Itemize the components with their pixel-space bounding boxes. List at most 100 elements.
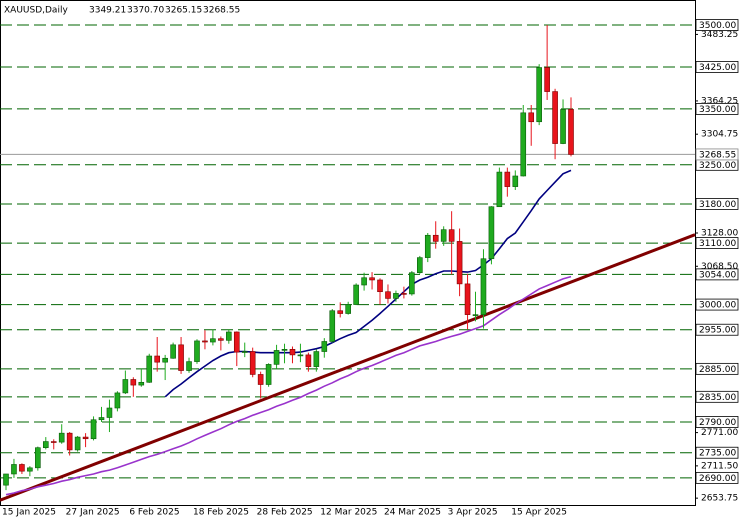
candle-body	[106, 407, 113, 418]
level-label-box	[695, 446, 739, 459]
plot-frame	[0, 0, 696, 506]
candle-body	[361, 277, 367, 286]
y-tick-label: 3304.75	[701, 130, 738, 140]
candle-body	[456, 241, 463, 285]
candle-body	[11, 464, 17, 475]
candle-body	[480, 258, 487, 315]
open-value: 3349.21	[89, 6, 126, 16]
candle-body	[35, 447, 41, 469]
candle-body	[337, 310, 344, 314]
candle-body	[345, 304, 351, 314]
candle-body	[114, 392, 121, 409]
level-label-box	[695, 61, 739, 73]
candle-body	[90, 419, 97, 440]
candle-body	[74, 436, 81, 451]
moving-average	[5, 275, 572, 496]
candle-body	[552, 91, 558, 144]
candle-body	[98, 417, 105, 421]
level-label: 3500.00	[699, 21, 736, 31]
candle-body	[66, 432, 73, 451]
candle-body	[210, 338, 216, 343]
candle-body	[249, 351, 256, 375]
y-tick-label: 3068.50	[701, 262, 738, 272]
x-tick-label: 12 Mar 2025	[320, 508, 377, 518]
y-tick-label: 2711.50	[701, 461, 738, 471]
candle-body	[3, 473, 9, 486]
level-label: 3000.00	[699, 301, 736, 311]
candle-body	[218, 338, 224, 341]
candle-body	[226, 331, 232, 341]
level-label: 3054.00	[699, 270, 736, 280]
candle-body	[305, 354, 312, 367]
candle-body	[536, 67, 542, 123]
candle-body	[170, 344, 176, 359]
candle-body	[385, 291, 391, 299]
candle-body	[353, 284, 359, 305]
y-tick-label: 3364.25	[701, 96, 738, 106]
x-tick-label: 18 Feb 2025	[193, 508, 249, 518]
candle-body	[512, 175, 519, 187]
candle-body	[273, 350, 280, 365]
candle-body	[440, 229, 447, 242]
candle-body	[241, 351, 248, 353]
level-label: 3350.00	[699, 105, 736, 115]
candle-body	[329, 310, 336, 342]
candle-body	[544, 67, 550, 92]
candle-body	[257, 374, 264, 385]
candle-body	[233, 331, 240, 353]
candle-body	[504, 171, 511, 187]
level-label: 2955.00	[699, 326, 736, 336]
candle-body	[472, 314, 479, 316]
candle-body	[448, 229, 455, 242]
candle-body	[377, 279, 383, 293]
candle-body	[281, 348, 288, 351]
candle-body	[138, 381, 145, 386]
x-tick-label: 6 Feb 2025	[129, 508, 179, 518]
y-tick-label: 2771.00	[701, 428, 738, 438]
level-label: 3110.00	[699, 239, 736, 249]
candle-body	[154, 355, 160, 363]
y-tick-label: 3128.00	[701, 229, 738, 239]
moving-average	[164, 169, 572, 398]
candle-body	[321, 341, 328, 352]
level-label: 2885.00	[699, 365, 736, 375]
candle-body	[297, 354, 304, 357]
x-tick-label: 3 Apr 2025	[448, 508, 498, 518]
candle-body	[488, 206, 495, 260]
candle-body	[82, 436, 89, 440]
candle-body	[520, 112, 527, 177]
x-tick-label: 27 Jan 2025	[66, 508, 120, 518]
candle-body	[528, 112, 535, 123]
x-tick-label: 24 Mar 2025	[384, 508, 441, 518]
level-label-box	[695, 390, 739, 403]
price-label-box	[695, 148, 739, 161]
trendline	[0, 233, 696, 502]
candle-body	[50, 441, 57, 443]
candle-body	[194, 340, 200, 362]
level-label-box	[695, 268, 739, 281]
candle-body	[122, 379, 129, 394]
candle-body	[432, 234, 439, 242]
level-label: 2835.00	[699, 393, 736, 403]
candle-body	[130, 379, 137, 386]
candle-body	[369, 277, 375, 281]
candle-body	[424, 234, 431, 258]
y-tick-label: 2653.75	[701, 494, 738, 504]
x-tick-label: 15 Jan 2025	[2, 508, 56, 518]
level-label-box	[695, 471, 739, 484]
candle-body	[313, 351, 320, 367]
candle-body	[409, 272, 415, 295]
candle-body	[289, 348, 296, 356]
candle-body	[464, 283, 471, 315]
high-value: 3370.70	[127, 6, 164, 16]
candle-body	[417, 257, 423, 274]
price-label: 3268.55	[699, 150, 736, 160]
level-label: 3180.00	[699, 200, 736, 210]
candle-body	[401, 293, 407, 295]
level-label-box	[695, 323, 739, 336]
level-label: 2735.00	[699, 449, 736, 459]
candle-body	[146, 355, 153, 383]
candle-body	[560, 109, 566, 144]
candle-body	[265, 364, 272, 385]
